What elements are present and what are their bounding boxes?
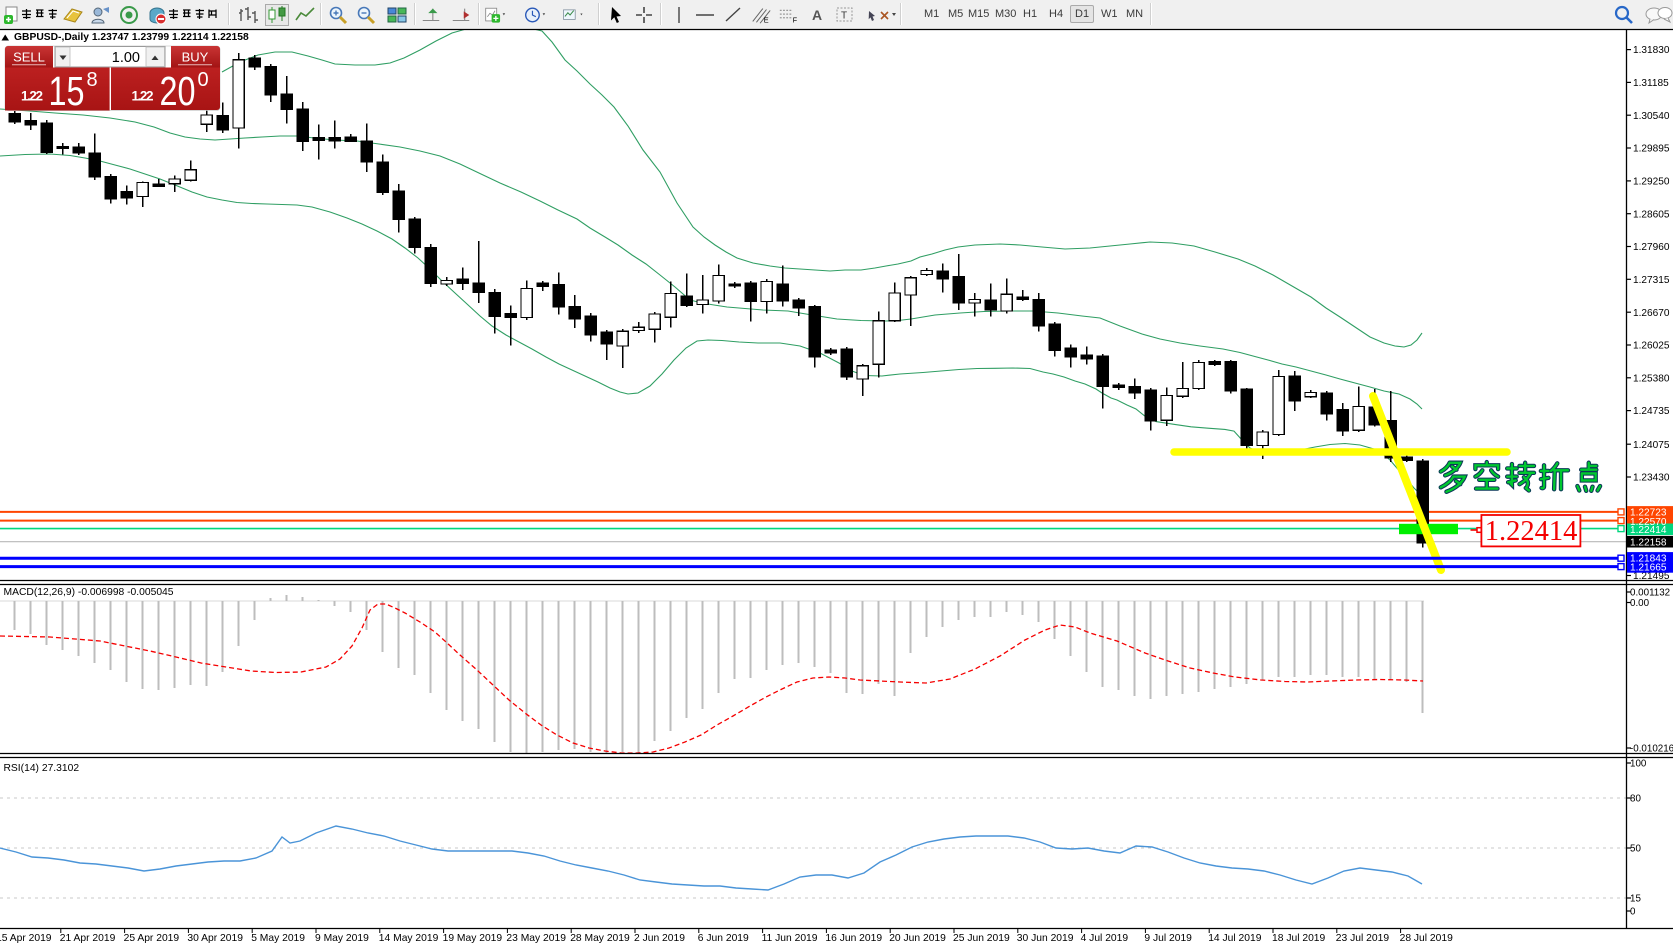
svg-text:16 Jun 2019: 16 Jun 2019: [825, 933, 882, 944]
svg-text:1.22723: 1.22723: [1630, 508, 1667, 519]
svg-text:9 May 2019: 9 May 2019: [315, 933, 369, 944]
svg-text:20: 20: [160, 68, 196, 114]
svg-text:0.001132: 0.001132: [1630, 588, 1670, 599]
svg-text:19 May 2019: 19 May 2019: [443, 933, 503, 944]
svg-text:15: 15: [49, 68, 85, 114]
svg-text:2 Jun 2019: 2 Jun 2019: [634, 933, 685, 944]
svg-text:1.21665: 1.21665: [1630, 563, 1667, 574]
svg-text:25 Apr 2019: 25 Apr 2019: [124, 933, 180, 944]
svg-text:1.25380: 1.25380: [1633, 373, 1670, 384]
svg-text:1.22: 1.22: [21, 89, 43, 104]
svg-text:1.30540: 1.30540: [1633, 111, 1670, 122]
svg-text:1.23430: 1.23430: [1633, 473, 1670, 484]
svg-text:28 Jul 2019: 28 Jul 2019: [1400, 933, 1454, 944]
svg-text:1.28605: 1.28605: [1633, 209, 1670, 220]
svg-text:RSI(14) 27.3102: RSI(14) 27.3102: [4, 763, 80, 774]
svg-text:0: 0: [1630, 907, 1636, 918]
svg-text:18 Jul 2019: 18 Jul 2019: [1272, 933, 1326, 944]
svg-text:11 Jun 2019: 11 Jun 2019: [762, 933, 818, 944]
svg-text:9 Jul 2019: 9 Jul 2019: [1144, 933, 1192, 944]
svg-text:1.22158: 1.22158: [1630, 538, 1667, 549]
svg-text:6 Jun 2019: 6 Jun 2019: [698, 933, 749, 944]
svg-text:30 Apr 2019: 30 Apr 2019: [187, 933, 243, 944]
svg-text:1.22570: 1.22570: [1630, 517, 1667, 528]
svg-text:SELL: SELL: [13, 50, 45, 65]
svg-text:0.00: 0.00: [1630, 598, 1650, 609]
svg-text:1.26025: 1.26025: [1633, 341, 1670, 352]
svg-text:50: 50: [1630, 844, 1641, 855]
svg-text:1.27960: 1.27960: [1633, 242, 1670, 253]
svg-text:1.22: 1.22: [132, 89, 154, 104]
svg-text:F: F: [793, 15, 798, 24]
svg-text:1.26670: 1.26670: [1633, 308, 1670, 319]
svg-text:1.22414: 1.22414: [1630, 525, 1667, 536]
svg-text:23 May 2019: 23 May 2019: [506, 933, 566, 944]
svg-text:1.21495: 1.21495: [1633, 571, 1670, 582]
svg-text:14 Jul 2019: 14 Jul 2019: [1208, 933, 1262, 944]
svg-text:1.29250: 1.29250: [1633, 177, 1670, 188]
svg-text:MACD(12,26,9) -0.006998 -0.005: MACD(12,26,9) -0.006998 -0.005045: [4, 587, 174, 598]
svg-text:E: E: [764, 15, 769, 24]
svg-text:-0.010216: -0.010216: [1630, 744, 1673, 755]
svg-text:15 Apr 2019: 15 Apr 2019: [0, 933, 52, 944]
svg-text:1.00: 1.00: [112, 50, 140, 66]
svg-text:1.24735: 1.24735: [1633, 406, 1670, 417]
svg-text:80: 80: [1630, 794, 1641, 805]
svg-text:20 Jun 2019: 20 Jun 2019: [889, 933, 946, 944]
svg-text:4 Jul 2019: 4 Jul 2019: [1081, 933, 1129, 944]
svg-text:1.29895: 1.29895: [1633, 144, 1670, 155]
svg-text:30 Jun 2019: 30 Jun 2019: [1017, 933, 1074, 944]
svg-text:25 Jun 2019: 25 Jun 2019: [953, 933, 1010, 944]
svg-text:BUY: BUY: [182, 50, 209, 65]
svg-text:14 May 2019: 14 May 2019: [379, 933, 439, 944]
svg-text:5 May 2019: 5 May 2019: [251, 933, 305, 944]
svg-text:23 Jul 2019: 23 Jul 2019: [1336, 933, 1390, 944]
svg-text:GBPUSD-,Daily 1.23747 1.23799: GBPUSD-,Daily 1.23747 1.23799 1.22114 1.…: [14, 32, 249, 43]
svg-text:0: 0: [198, 69, 209, 91]
svg-text:100: 100: [1630, 759, 1647, 770]
svg-text:28 May 2019: 28 May 2019: [570, 933, 630, 944]
svg-text:1.21843: 1.21843: [1630, 554, 1667, 565]
svg-text:1.27315: 1.27315: [1633, 275, 1670, 286]
svg-text:21 Apr 2019: 21 Apr 2019: [60, 933, 116, 944]
svg-text:1.31830: 1.31830: [1633, 45, 1670, 56]
svg-text:1.22414: 1.22414: [1485, 516, 1578, 547]
svg-text:T: T: [841, 11, 847, 22]
svg-text:15: 15: [1630, 894, 1641, 905]
svg-text:1.31185: 1.31185: [1633, 78, 1669, 89]
svg-text:8: 8: [87, 69, 98, 91]
svg-text:1.24075: 1.24075: [1633, 440, 1670, 451]
